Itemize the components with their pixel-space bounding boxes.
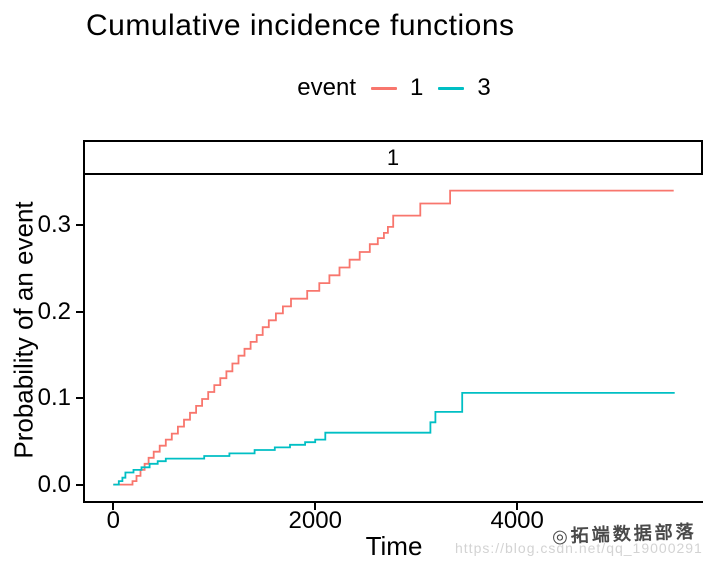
x-tick-mark xyxy=(112,503,115,510)
y-axis-title: Probability of an event xyxy=(8,201,39,459)
legend-label-event-3: 3 xyxy=(477,74,491,101)
x-tick-mark xyxy=(516,503,519,510)
y-tick-label: 0.3 xyxy=(37,211,71,239)
y-tick-mark xyxy=(76,310,83,313)
y-tick-mark xyxy=(76,224,83,227)
chart-title: Cumulative incidence functions xyxy=(86,9,515,42)
legend-item-event-1: 1 xyxy=(371,74,423,102)
legend-title: event xyxy=(297,74,356,101)
cif-curve-event-1 xyxy=(113,189,674,486)
y-tick-label: 0.0 xyxy=(37,470,71,498)
x-tick-label: 2000 xyxy=(288,507,342,534)
step-curves-canvas xyxy=(113,189,675,486)
y-tick-mark xyxy=(76,397,83,400)
y-tick-label: 0.1 xyxy=(37,384,71,412)
facet-strip-label: 1 xyxy=(386,144,400,170)
legend-label-event-1: 1 xyxy=(410,74,424,101)
x-tick-label: 0 xyxy=(106,507,120,534)
legend: event 1 3 xyxy=(35,74,718,102)
y-tick-label: 0.2 xyxy=(37,297,71,325)
watermark-url: https://blog.csdn.net/qq_19000291 xyxy=(455,540,703,556)
x-tick-label: 4000 xyxy=(490,507,544,534)
watermark-brand: ◎拓端数据部落 xyxy=(551,521,698,547)
y-tick-mark xyxy=(76,483,83,486)
x-axis-title: Time xyxy=(365,531,423,561)
legend-swatch-event-1 xyxy=(371,86,397,90)
cif-curve-event-3 xyxy=(113,392,675,486)
legend-item-event-3: 3 xyxy=(438,74,491,102)
facet-strip: 1 xyxy=(83,140,703,175)
x-tick-mark xyxy=(314,503,317,510)
plot-panel xyxy=(83,175,703,503)
legend-swatch-event-3 xyxy=(438,86,465,90)
